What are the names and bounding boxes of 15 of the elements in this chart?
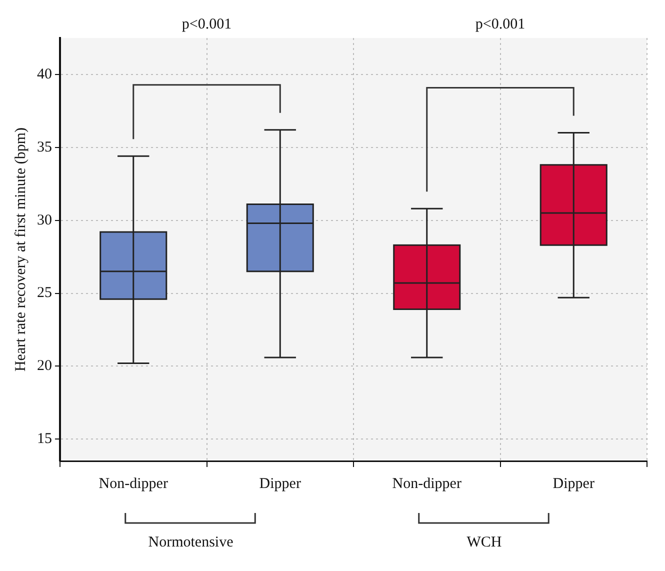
text: Normotensive — [148, 534, 234, 550]
x-tick-label: Dipper — [259, 476, 301, 492]
y-tick-label: 30 — [37, 212, 52, 228]
y-tick-label: 40 — [37, 66, 52, 82]
x-tick-label: Non-dipper — [392, 476, 462, 492]
y-axis-title: Heart rate recovery at first minute (bpm) — [12, 127, 29, 372]
y-tick-label: 25 — [37, 285, 52, 302]
x-tick-label: Dipper — [552, 476, 594, 492]
x-tick-label: Non-dipper — [98, 476, 168, 492]
text: WCH — [466, 534, 502, 550]
y-tick-label: 20 — [37, 358, 52, 374]
text: p<0.001 — [475, 16, 526, 32]
text: p<0.001 — [182, 16, 232, 32]
y-tick-label: 35 — [37, 139, 52, 156]
y-tick-label: 15 — [37, 431, 52, 448]
